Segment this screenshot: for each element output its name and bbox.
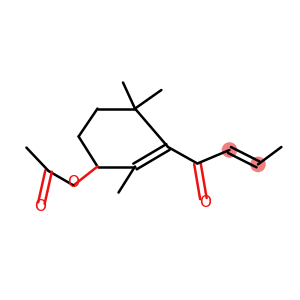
Text: O: O xyxy=(34,199,46,214)
Text: O: O xyxy=(199,195,211,210)
Circle shape xyxy=(250,157,266,172)
Circle shape xyxy=(222,142,237,158)
Text: O: O xyxy=(68,175,80,190)
